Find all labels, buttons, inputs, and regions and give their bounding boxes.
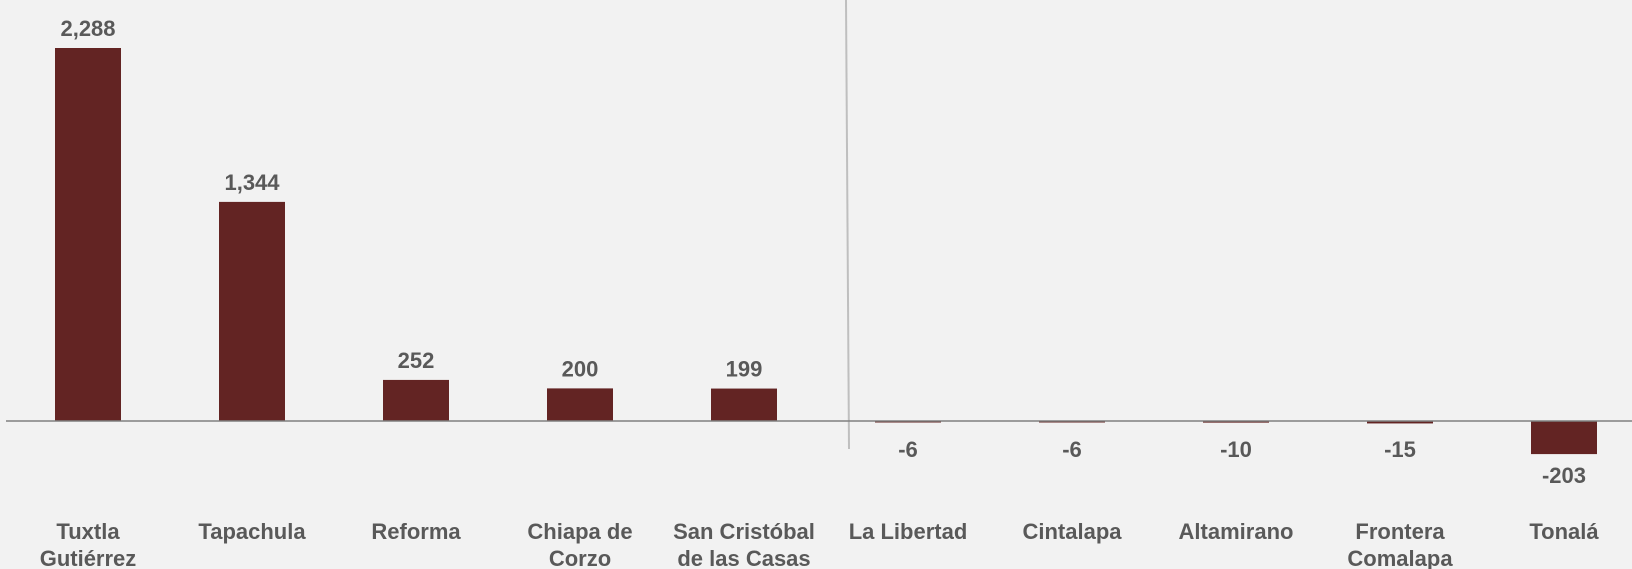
category-label-3-line-1: Corzo [549, 546, 611, 569]
bar-0 [55, 48, 121, 421]
value-labels-group: 2,288 1,344 252 200 199 -6 -6 -10 -15 -203 [60, 16, 1586, 488]
bar-7 [1203, 421, 1269, 423]
bar-3 [547, 388, 613, 421]
category-label-9-line-0: Tonalá [1529, 519, 1599, 544]
category-label-6-line-0: Cintalapa [1022, 519, 1122, 544]
category-label-8-line-1: Comalapa [1347, 546, 1453, 569]
value-label-7: -10 [1220, 437, 1252, 462]
bar-1 [219, 201, 285, 421]
category-label-4-line-0: San Cristóbal [673, 519, 815, 544]
bar-9 [1531, 421, 1597, 455]
value-label-8: -15 [1384, 437, 1416, 462]
group-divider-line [845, 0, 850, 450]
bar-2 [383, 379, 449, 421]
category-label-8-line-0: Frontera [1355, 519, 1445, 544]
value-label-2: 252 [398, 348, 435, 373]
value-label-3: 200 [562, 356, 599, 381]
category-label-5-line-0: La Libertad [849, 519, 968, 544]
bar-8 [1367, 421, 1433, 424]
value-label-6: -6 [1062, 437, 1082, 462]
category-label-0-line-1: Gutiérrez [40, 546, 137, 569]
category-label-1-line-0: Tapachula [198, 519, 306, 544]
category-label-7-line-0: Altamirano [1179, 519, 1294, 544]
category-label-3-line-0: Chiapa de [527, 519, 632, 544]
category-label-2-line-0: Reforma [371, 519, 461, 544]
category-label-0-line-0: Tuxtla [56, 519, 120, 544]
bar-4 [711, 388, 777, 421]
category-label-4-line-1: de las Casas [677, 546, 810, 569]
value-label-0: 2,288 [60, 16, 115, 41]
value-label-1: 1,344 [224, 170, 280, 195]
bars-group [55, 48, 1597, 455]
value-label-5: -6 [898, 437, 918, 462]
value-label-4: 199 [726, 357, 763, 382]
value-label-9: -203 [1542, 463, 1586, 488]
